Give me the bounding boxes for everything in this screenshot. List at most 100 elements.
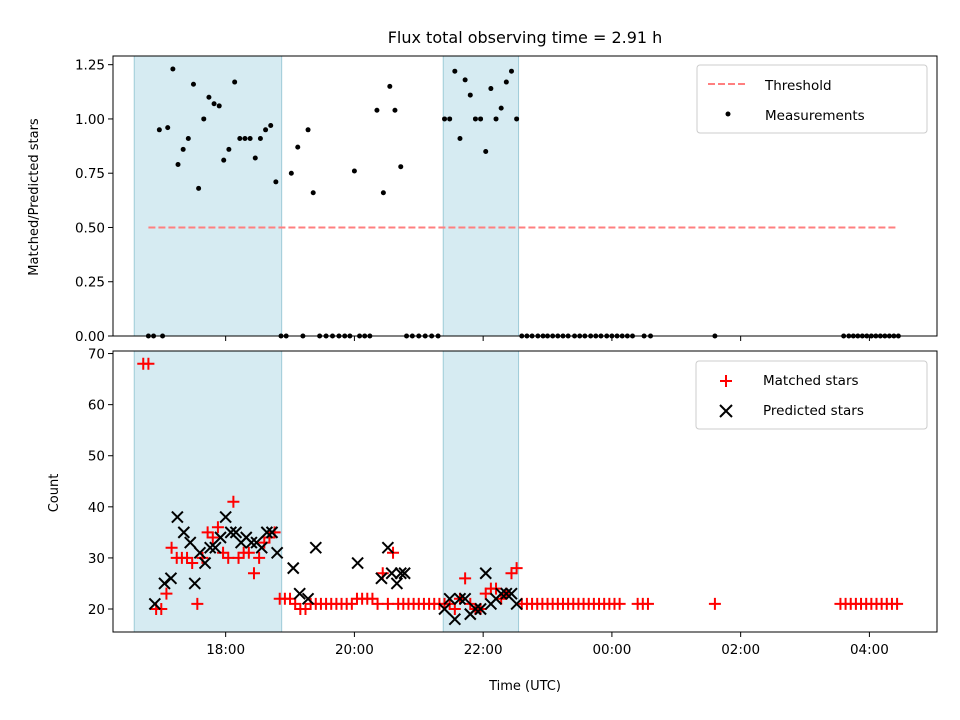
measurements-point [180,146,186,152]
predicted-stars-point [287,561,300,575]
measurements-point [351,168,357,174]
measurements-point [242,135,248,141]
measurements-point [185,135,191,141]
predicted-stars-point [224,526,238,539]
matched-stars-point [211,521,224,534]
bottom-y-tick-label: 70 [88,347,105,363]
measurements-point [398,164,404,170]
top-y-tick-label: 0.75 [75,166,105,182]
bottom-shaded-interval [442,350,520,633]
measurements-point [216,103,222,109]
predicted-stars-point [214,531,227,544]
predicted-stars-point [203,541,217,554]
matched-stars-point [268,526,281,539]
predicted-stars-point [184,536,197,549]
predicted-stars-point [193,546,207,560]
matched-stars-point [510,562,523,575]
measurements-point [472,116,478,122]
bottom-y-tick-label: 60 [88,398,105,414]
predicted-stars-point [219,510,232,524]
measurements-point [165,125,171,131]
matched-stars-point [345,597,358,610]
measurements-point [252,155,258,161]
legend-threshold-label: Threshold [764,78,832,94]
measurements-point [232,79,238,85]
legend-matched-swatch [720,375,732,387]
predicted-stars-point [390,577,404,590]
top-y-axis-label: Matched/Predicted stars [27,118,42,276]
measurements-point [190,81,196,87]
predicted-stars-point [443,592,456,605]
measurements-point [493,116,499,122]
predicted-stars-point [164,572,178,585]
matched-stars-point [181,551,194,564]
predicted-stars-point [474,602,487,616]
predicted-stars-point [505,587,518,600]
predicted-stars-point [270,546,284,560]
top-shaded-interval [442,55,520,337]
predicted-stars-point [177,526,191,539]
predicted-stars-point [293,587,306,600]
matched-stars-point [206,531,219,544]
matched-stars-point [613,597,626,610]
matched-stars-point [227,495,240,508]
predicted-stars-point [229,526,243,539]
predicted-stars-point [453,592,467,605]
predicted-stars-point [255,541,268,554]
matched-stars-point [708,597,721,610]
measurements-point [273,179,279,185]
matched-stars-point [641,597,654,610]
predicted-stars-point [494,587,508,600]
bottom-x-tick-label: 02:00 [721,642,760,658]
bottom-x-tick-label: 00:00 [592,642,631,658]
measurements-point [268,122,274,128]
matched-stars-point [371,597,384,610]
bottom-x-tick-label: 04:00 [850,642,889,658]
legend-predicted-swatch [719,404,733,418]
predicted-stars-point [198,556,212,570]
measurements-point [156,127,162,133]
top-y-tick-label: 0.00 [75,329,105,345]
matched-stars-point [381,597,394,610]
measurements-point [237,135,243,141]
top-shaded-interval [133,55,283,337]
predicted-stars-point [510,597,523,611]
matched-stars-point [253,551,266,564]
predicted-stars-point [245,536,258,549]
predicted-stars-point [394,567,407,580]
matched-stars-point [263,531,276,544]
measurements-point [478,116,484,122]
x-axis-label: Time (UTC) [488,679,561,694]
predicted-stars-point [385,567,398,580]
measurements-point [442,116,448,122]
measurements-point [196,185,202,191]
measurements-point [467,92,473,98]
bottom-shaded-interval [133,350,283,633]
matched-stars-point [196,551,209,564]
measurements-point [211,101,217,107]
predicted-stars-point [260,526,274,539]
matched-stars-point [186,557,199,570]
bottom-y-tick-label: 40 [88,500,105,516]
measurements-point [503,79,509,85]
chart-title: Flux total observing time = 2.91 h [388,28,663,47]
matched-stars-point [299,603,312,616]
predicted-stars-point [469,602,482,616]
top-y-tick-label: 0.50 [75,220,105,236]
measurements-point [508,68,514,74]
measurements-point [226,146,232,152]
predicted-stars-point [375,572,388,585]
bottom-axes-frame [112,350,938,633]
predicted-stars-point [301,592,315,605]
bottom-y-tick-label: 30 [88,551,105,567]
matched-stars-point [891,597,904,610]
measurements-point [514,116,520,122]
matched-stars-point [366,592,379,605]
matched-stars-point [201,526,214,539]
predicted-stars-point [398,567,411,580]
measurements-point [221,157,227,163]
matched-stars-point [289,597,302,610]
matched-stars-point [247,567,260,580]
measurements-point [374,107,380,113]
